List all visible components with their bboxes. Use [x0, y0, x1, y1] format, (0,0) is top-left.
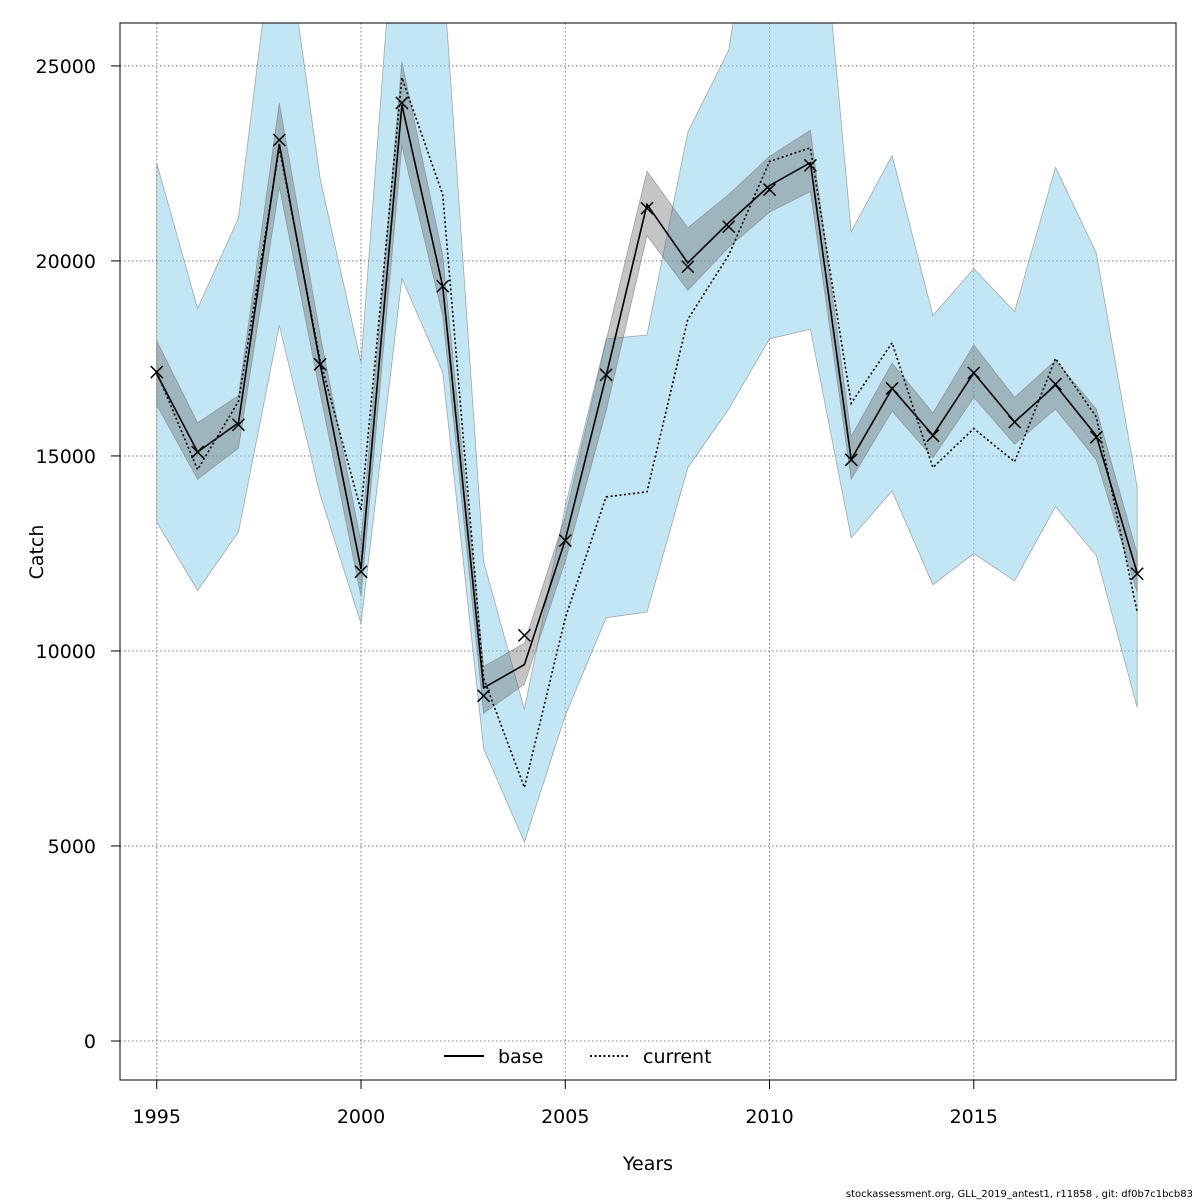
observed-point [599, 368, 613, 382]
observed-point [926, 429, 940, 443]
y-axis: 0 5000 10000 15000 20000 25000 [36, 56, 120, 1053]
observed-point [436, 279, 450, 293]
observed-point [885, 381, 899, 395]
plot-frame [119, 22, 1177, 1081]
observed-point [1008, 415, 1022, 429]
observed-point [1089, 430, 1103, 444]
confidence-bands [156, 23, 1138, 844]
x-tick-label: 2005 [541, 1106, 589, 1128]
legend-item-current: current [590, 1046, 712, 1068]
footer-note: stockassessment.org, GLL_2019_antest1, r… [846, 1189, 1193, 1200]
x-tick-label: 2010 [745, 1106, 793, 1128]
observed-point [272, 133, 286, 147]
observed-point [558, 534, 572, 548]
x-tick-label: 1995 [133, 1106, 181, 1128]
y-axis-title: Catch [26, 525, 48, 580]
observed-point [313, 357, 327, 371]
x-tick-label: 2000 [337, 1106, 385, 1128]
y-tick-label: 0 [84, 1031, 96, 1053]
observed-point [1048, 377, 1063, 391]
legend: base current [444, 1046, 712, 1068]
observed-point [231, 418, 245, 432]
y-tick-label: 25000 [36, 56, 96, 78]
legend-item-base: base [444, 1046, 543, 1068]
legend-label-base: base [498, 1046, 543, 1068]
observed-point [681, 260, 695, 274]
observed-point [1130, 567, 1144, 581]
observed-point [354, 565, 368, 579]
band-current [156, 23, 1138, 844]
observed-markers [150, 96, 1144, 703]
y-tick-label: 5000 [48, 836, 96, 858]
observed-point [191, 445, 205, 459]
x-axis: 1995 2000 2005 2010 2015 [133, 1080, 998, 1128]
observed-point [150, 365, 164, 379]
observed-point [477, 689, 491, 703]
y-tick-label: 15000 [36, 446, 96, 468]
legend-label-current: current [643, 1046, 712, 1068]
observed-point [722, 220, 736, 234]
y-tick-label: 20000 [36, 251, 96, 273]
observed-point [640, 201, 654, 215]
line-current [156, 77, 1138, 791]
observed-point [967, 366, 981, 380]
observed-point [517, 628, 531, 642]
observed-point [803, 158, 817, 172]
band-base [156, 61, 1138, 715]
observed-point [844, 453, 858, 467]
x-tick-label: 2015 [950, 1106, 998, 1128]
observed-point [763, 183, 777, 197]
y-tick-label: 10000 [36, 641, 96, 663]
observed-point [395, 96, 409, 110]
x-axis-title: Years [622, 1153, 673, 1175]
